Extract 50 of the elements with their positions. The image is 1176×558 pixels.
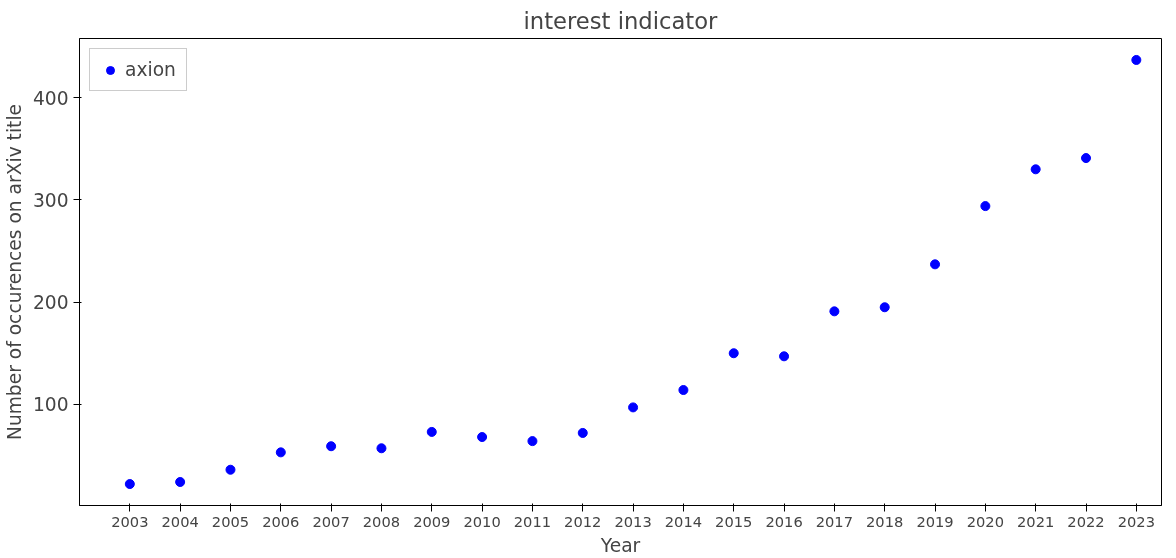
x-tick-label: 2011 (513, 512, 552, 530)
point (879, 302, 890, 313)
point (779, 351, 790, 362)
point (376, 443, 387, 454)
point (577, 427, 588, 438)
chart-title: interest indicator (523, 7, 719, 34)
x-tick-label: 2023 (1117, 512, 1155, 530)
x-tick-label: 2018 (866, 512, 904, 530)
point (728, 348, 739, 359)
point (1081, 153, 1092, 164)
x-tick-label: 2006 (262, 512, 300, 530)
y-tick-label: 300 (32, 189, 69, 211)
point (829, 306, 840, 317)
point (426, 426, 437, 437)
x-tick-label: 2005 (211, 512, 250, 530)
point (275, 447, 286, 458)
x-tick-label: 2008 (362, 512, 401, 530)
point (930, 259, 941, 270)
point (1030, 164, 1041, 175)
point (980, 201, 991, 212)
point (326, 441, 337, 452)
x-tick-label: 2003 (111, 512, 149, 530)
x-tick-label: 2021 (1017, 512, 1055, 530)
point (175, 477, 186, 487)
x-tick-label: 2004 (161, 512, 199, 530)
point (527, 436, 538, 447)
y-tick-label: 100 (32, 394, 69, 416)
x-tick-label: 2007 (312, 512, 350, 530)
x-tick-label: 2015 (715, 512, 753, 530)
x-tick-label: 2010 (463, 512, 501, 530)
x-tick-label: 2022 (1067, 512, 1105, 530)
x-tick-label: 2019 (916, 512, 954, 530)
y-tick-label: 400 (32, 87, 69, 109)
y-tick-label: 200 (32, 292, 69, 314)
x-axis-title: Year (599, 534, 641, 556)
x-tick-label: 2020 (966, 512, 1005, 530)
point (124, 479, 135, 490)
x-tick-label: 2013 (614, 512, 652, 530)
y-axis-title: Number of occurences on arXiv title (3, 103, 25, 441)
point (678, 385, 689, 396)
x-tick-label: 2016 (765, 512, 803, 530)
point (477, 432, 488, 443)
x-tick-label: 2017 (815, 512, 854, 530)
point (1131, 54, 1142, 65)
x-tick-label: 2009 (413, 512, 451, 530)
point (628, 402, 639, 413)
x-tick-label: 2014 (664, 512, 703, 530)
x-tick-label: 2012 (564, 512, 602, 530)
point (225, 464, 236, 475)
legend-label: axion (125, 59, 176, 80)
